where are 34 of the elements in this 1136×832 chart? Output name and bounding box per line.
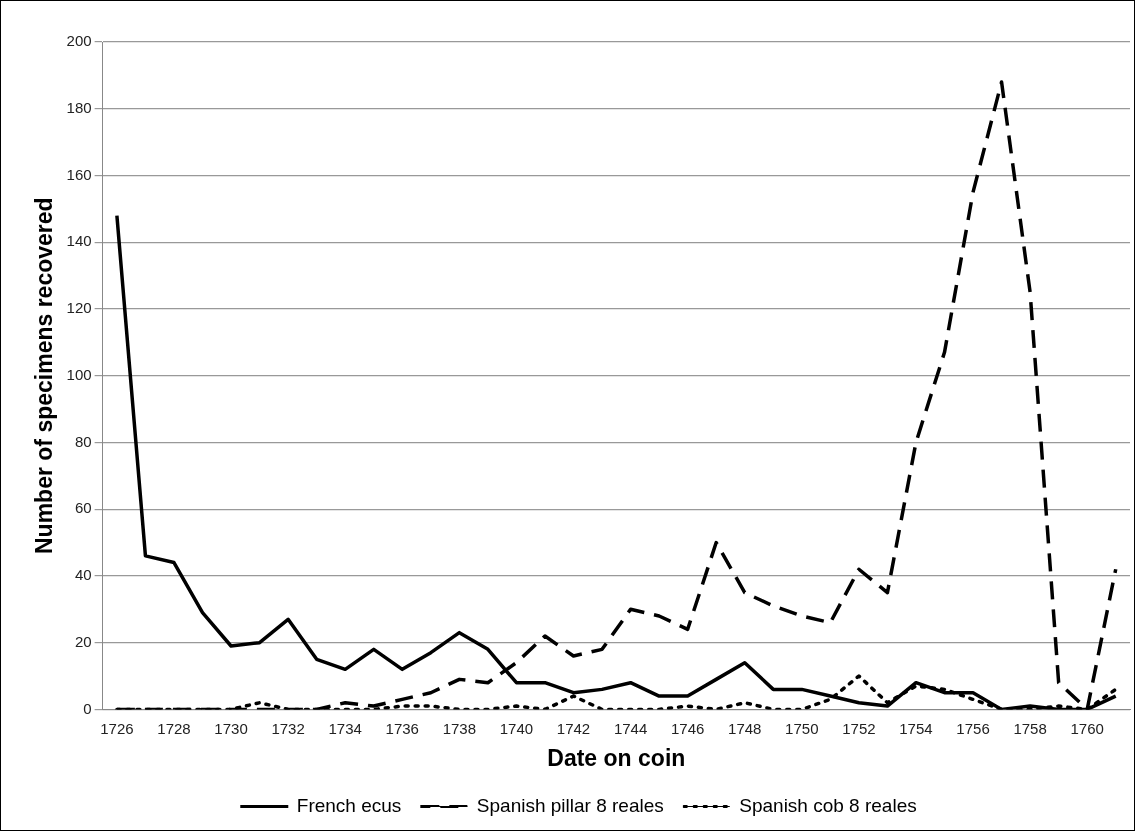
x-tick-label: 1736 [385, 719, 419, 737]
x-tick-label: 1742 [556, 719, 591, 737]
x-tick-label: 1760 [1070, 719, 1104, 737]
x-tick-label: 1752 [842, 719, 876, 737]
x-tick-label: 1730 [214, 719, 248, 737]
y-tick-label: 120 [66, 299, 92, 317]
x-tick-label: 1726 [100, 719, 134, 737]
x-tick-label: 1748 [728, 719, 762, 737]
x-tick-label: 1728 [157, 719, 191, 737]
x-tick-label: 1750 [785, 719, 819, 737]
legend-label: Spanish pillar 8 reales [476, 794, 664, 816]
y-tick-label: 80 [74, 432, 92, 450]
x-tick-label: 1756 [956, 719, 990, 737]
y-tick-label: 160 [66, 165, 92, 183]
x-axis-title: Date on coin [547, 744, 686, 771]
x-tick-label: 1744 [613, 719, 648, 737]
x-tick-label: 1734 [328, 719, 362, 737]
y-tick-label: 180 [66, 98, 92, 116]
x-tick-label: 1740 [499, 719, 534, 737]
x-tick-label: 1746 [670, 719, 705, 737]
y-tick-label: 200 [66, 32, 92, 50]
legend-label: French ecus [296, 794, 402, 816]
y-tick-label: 60 [74, 499, 92, 517]
legend-label: Spanish cob 8 reales [739, 794, 917, 816]
y-axis-title: Number of specimens recovered [31, 197, 58, 555]
y-tick-label: 40 [74, 566, 92, 584]
y-tick-label: 140 [66, 232, 92, 250]
x-tick-label: 1732 [271, 719, 305, 737]
y-tick-label: 100 [66, 365, 92, 383]
x-tick-label: 1754 [899, 719, 933, 737]
y-tick-label: 0 [83, 699, 92, 717]
x-tick-label: 1738 [442, 719, 477, 737]
y-tick-label: 20 [74, 632, 92, 650]
x-tick-label: 1758 [1013, 719, 1047, 737]
